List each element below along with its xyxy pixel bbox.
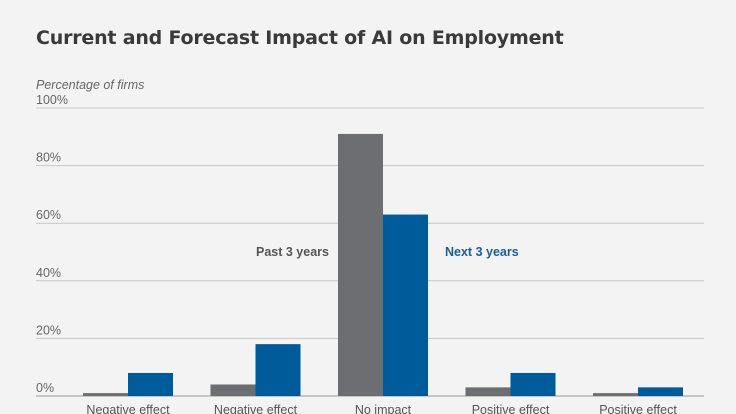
bar-next xyxy=(638,387,683,396)
y-tick-label: 40% xyxy=(36,266,61,280)
bar-next xyxy=(383,214,428,396)
bar-past xyxy=(593,393,638,396)
bar-past xyxy=(338,133,383,397)
series-label-past: Past 3 years xyxy=(256,245,329,259)
category-label: No impact xyxy=(355,403,412,414)
y-axis-label: Percentage of firms xyxy=(36,78,144,92)
bar-next xyxy=(510,372,556,396)
bar-past xyxy=(83,393,128,396)
category-label: Positive effect xyxy=(599,403,677,414)
category-label: Positive effect xyxy=(472,403,550,414)
category-label: Negative effect xyxy=(214,403,298,414)
category-label: Negative effect xyxy=(86,403,170,414)
y-tick-label: 100% xyxy=(36,93,68,107)
chart-title: Current and Forecast Impact of AI on Emp… xyxy=(36,27,564,49)
series-label-next: Next 3 years xyxy=(445,245,519,259)
y-tick-label: 20% xyxy=(36,323,61,337)
y-tick-label: 80% xyxy=(36,151,61,165)
bars xyxy=(83,133,683,397)
bar-past xyxy=(465,387,511,396)
bar-next xyxy=(128,372,173,396)
y-tick-label: 0% xyxy=(36,381,54,395)
bar-past xyxy=(210,384,256,396)
y-tick-label: 60% xyxy=(36,208,61,222)
category-labels: Negative effect Negative effect No impact P… xyxy=(86,403,677,414)
bar-next xyxy=(255,344,301,396)
y-tick-labels: 0% 20% 40% 60% 80% 100% xyxy=(36,93,68,395)
